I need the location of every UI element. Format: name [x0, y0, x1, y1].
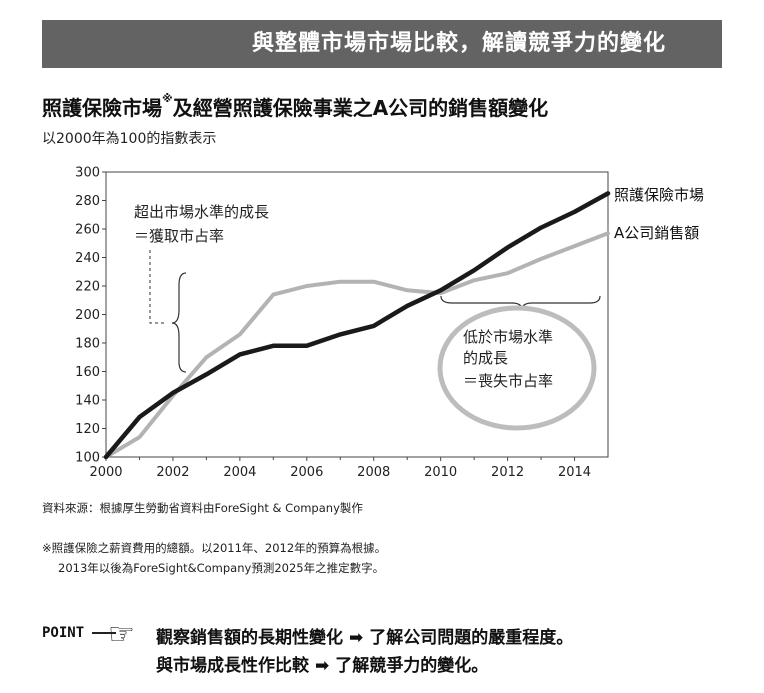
header-banner: 與整體市場市場比較，解讀競爭力的變化: [42, 20, 722, 68]
x-tick-label: 2010: [424, 465, 457, 480]
chart-title: 照護保險市場※及經營照護保險事業之A公司的銷售額變化: [42, 92, 548, 121]
y-tick-label: 260: [75, 223, 100, 238]
banner-title: 與整體市場市場比較，解讀競爭力的變化: [251, 31, 666, 56]
series-lines: [103, 191, 611, 460]
source-note: 資料來源：根據厚生勞動省資料由ForeSight & Company製作: [42, 501, 363, 515]
point-line-2-b: 了解競爭力的變化。: [335, 656, 489, 676]
x-tick-label: 2006: [290, 465, 323, 480]
x-tick-label: 2004: [223, 465, 256, 480]
y-tick-label: 100: [75, 451, 100, 466]
x-tick-label: 2008: [357, 465, 390, 480]
annotation-below-line2: 的成長: [463, 349, 508, 367]
point-line-1: 觀察銷售額的長期性變化 ➡ 了解公司問題的嚴重程度。: [156, 623, 573, 648]
title-note-mark: ※: [162, 92, 173, 105]
y-tick-label: 140: [75, 394, 100, 409]
footnote-line-1: ※照護保險之薪資費用的總額。以2011年、2012年的預算為根據。: [42, 541, 387, 555]
annotation-above-market: 超出市場水準的成長 ＝獲取市占率: [134, 203, 269, 373]
x-axis-ticks: 2000 2002 2004 2006 2008 2010 2012 2014: [89, 457, 591, 480]
x-tick-label: 2000: [89, 465, 122, 480]
right-arrow-icon: ➡: [315, 656, 330, 676]
x-tick-label: 2012: [491, 465, 524, 480]
point-line-1-b: 了解公司問題的嚴重程度。: [369, 628, 574, 648]
x-tick-label: 2002: [156, 465, 189, 480]
y-tick-label: 200: [75, 308, 100, 323]
annotation-below-market: 低於市場水準 的成長 ＝喪失市占率: [437, 295, 601, 431]
annotation-above-line1: 超出市場水準的成長: [134, 203, 269, 221]
y-tick-label: 300: [75, 166, 100, 181]
annotation-below-line1: 低於市場水準: [463, 328, 553, 346]
point-divider: [92, 632, 116, 634]
legend-company-a: A公司銷售額: [614, 224, 699, 242]
annotation-dashed-connector: [149, 250, 165, 324]
series-end-labels: 照護保險市場 A公司銷售額: [614, 186, 704, 242]
y-tick-label: 280: [75, 194, 100, 209]
series-line-company-a: [104, 231, 610, 459]
y-tick-label: 220: [75, 280, 100, 295]
annotation-left-brace: [171, 272, 187, 373]
point-line-2-a: 與市場成長性作比較: [156, 656, 309, 676]
y-tick-label: 160: [75, 365, 100, 380]
chart-subtitle: 以2000年為100的指數表示: [42, 131, 217, 147]
annotation-above-line2: ＝獲取市占率: [134, 227, 224, 245]
title-rest: 及經營照護保險事業之A公司的銷售額變化: [172, 96, 549, 120]
y-tick-label: 240: [75, 251, 100, 266]
point-label: POINT: [42, 625, 85, 641]
title-main: 照護保險市場: [42, 96, 162, 120]
annotation-highlight-circle: [437, 305, 597, 431]
y-axis-ticks: 100 120 140 160 180 200 220 240 260 280 300: [75, 166, 106, 466]
point-line-1-a: 觀察銷售額的長期性變化: [156, 628, 343, 648]
y-tick-label: 180: [75, 337, 100, 352]
series-line-market: [103, 191, 611, 460]
legend-market: 照護保險市場: [614, 186, 704, 204]
point-line-2: 與市場成長性作比較 ➡ 了解競爭力的變化。: [156, 651, 488, 676]
right-arrow-icon: ➡: [349, 628, 364, 648]
footnote-line-2: 2013年以後為ForeSight&Company預測2025年之推定數字。: [58, 561, 385, 575]
annotation-below-line3: ＝喪失市占率: [463, 372, 553, 390]
y-tick-label: 120: [75, 422, 100, 437]
pointing-hand-icon: ☞: [108, 617, 135, 652]
x-tick-label: 2014: [558, 465, 591, 480]
